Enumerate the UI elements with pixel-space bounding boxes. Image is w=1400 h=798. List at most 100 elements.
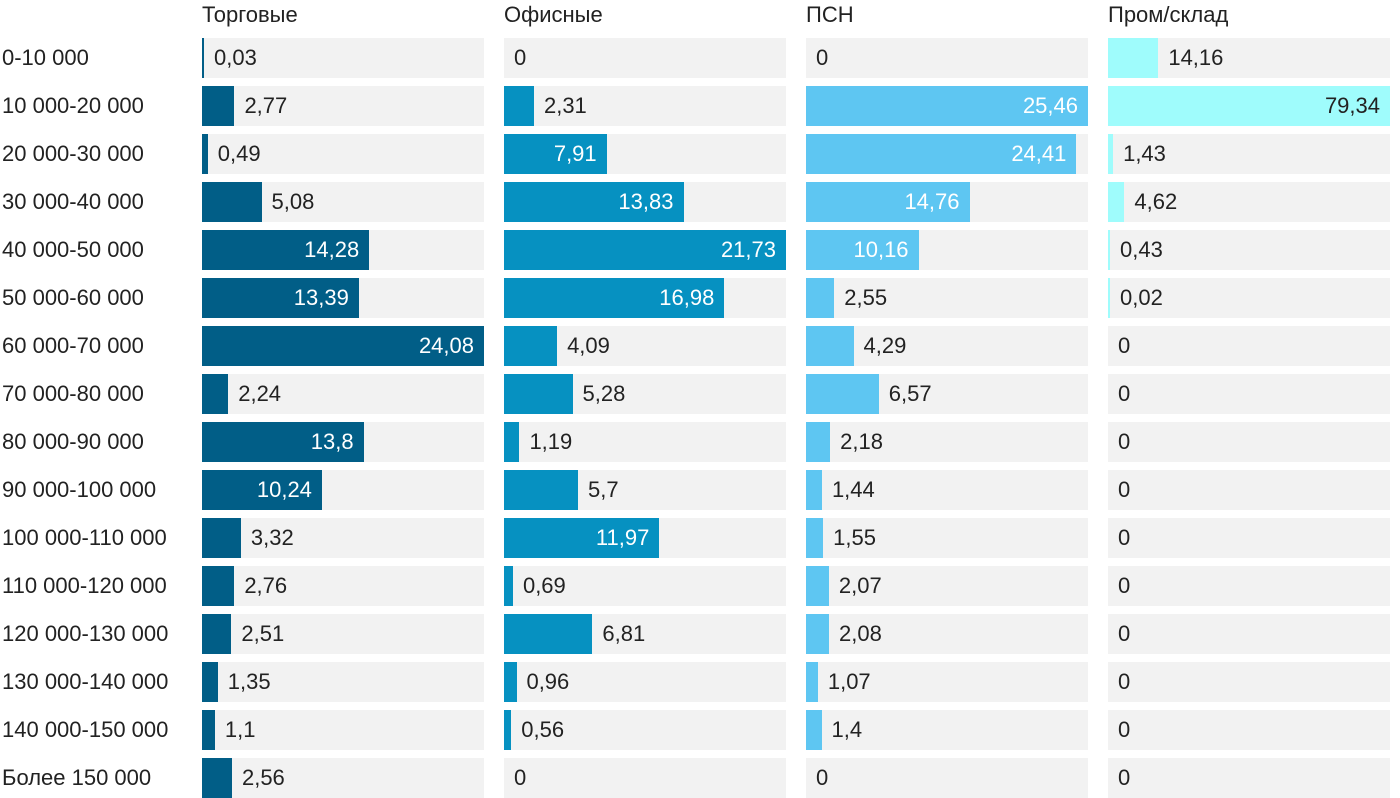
bar [806,326,854,366]
value-label: 10,16 [853,237,909,262]
bar-track: 0 [1108,374,1390,414]
bar-track: 1,07 [806,662,1088,702]
bar-track: 0 [806,38,1088,78]
bar [806,614,829,654]
bar-track: 2,76 [202,566,484,606]
bar-track: 1,55 [806,518,1088,558]
value-label: 0 [1118,765,1131,790]
bar-track: 2,55 [806,278,1088,318]
row-label: 20 000-30 000 [2,141,144,166]
value-label: 24,08 [418,333,474,358]
value-label: 0 [514,45,527,70]
bar-track: 21,73 [504,230,786,270]
value-label: 2,24 [238,381,282,406]
bar-track: 24,41 [806,134,1088,174]
bar [202,182,262,222]
value-label: 0,43 [1120,237,1163,262]
bar [504,566,513,606]
bar-track: 14,16 [1108,38,1390,78]
bar [806,470,822,510]
value-label: 1,35 [227,669,271,694]
bar [806,710,822,750]
series-title: ПСН [806,2,854,27]
row-label: Более 150 000 [2,765,152,790]
value-label: 14,76 [904,189,960,214]
bar-track: 0 [504,38,786,78]
value-label: 3,32 [250,525,294,550]
bar-track: 5,28 [504,374,786,414]
bar-track: 0 [1108,422,1390,462]
bar [504,278,725,318]
bar [504,662,517,702]
bar-track: 25,46 [806,86,1088,126]
bar [1108,182,1125,222]
row-label: 90 000-100 000 [2,477,157,502]
value-label: 1,43 [1123,141,1166,166]
value-label: 0,49 [217,141,261,166]
value-label: 1,44 [831,477,875,502]
value-label: 0 [514,765,527,790]
bar [202,614,232,654]
bar-track: 2,51 [202,614,484,654]
value-label: 2,18 [840,429,883,454]
bar-track: 14,28 [202,230,484,270]
row-label: 60 000-70 000 [2,333,144,358]
bar [504,710,512,750]
bar-track: 1,4 [806,710,1088,750]
bar [806,230,919,270]
value-label: 5,7 [587,477,619,502]
row-label: 80 000-90 000 [2,429,144,454]
bar [202,710,215,750]
series-title: Офисные [504,2,603,27]
value-label: 0 [816,765,829,790]
value-label: 21,73 [720,237,776,262]
bar-track: 13,8 [202,422,484,462]
bar-track: 0 [1108,710,1390,750]
bar-track: 1,44 [806,470,1088,510]
bar [504,134,607,174]
row-label: 50 000-60 000 [2,285,144,310]
bar-track: 3,32 [202,518,484,558]
bar [1108,230,1110,270]
bar-track: 5,08 [202,182,484,222]
bar [202,470,322,510]
bar [1108,38,1159,78]
bar-track: 0,49 [202,134,484,174]
bar-track: 1,1 [202,710,484,750]
bar [806,422,831,462]
row-label: 120 000-130 000 [2,621,169,646]
bar-track: 24,08 [202,326,484,366]
value-label: 10,24 [256,477,312,502]
value-label: 14,16 [1168,45,1224,70]
value-label: 1,19 [529,429,573,454]
value-label: 13,8 [310,429,354,454]
series-title: Торговые [202,2,298,27]
value-label: 1,4 [831,717,863,742]
row-label: 100 000-110 000 [2,525,167,550]
bar-track: 13,39 [202,278,484,318]
bar-track: 5,7 [504,470,786,510]
row-label: 0-10 000 [2,45,89,70]
bar-track: 10,24 [202,470,484,510]
bar [202,134,208,174]
bar-track: 0 [1108,566,1390,606]
bar [1108,278,1110,318]
value-label: 2,56 [241,765,285,790]
bar-track: 0,03 [202,38,484,78]
value-label: 13,83 [618,189,674,214]
value-label: 0,56 [521,717,565,742]
bar [202,38,204,78]
bar [806,566,829,606]
value-label: 0 [1118,525,1131,550]
value-label: 2,76 [244,573,288,598]
bar [202,758,232,798]
bar-track: 79,34 [1108,86,1390,126]
bar-track: 7,91 [504,134,786,174]
bar [504,182,684,222]
bar [202,326,484,366]
bar [202,230,370,270]
value-label: 6,57 [888,381,932,406]
bar [202,86,235,126]
bar [1108,134,1114,174]
value-label: 0,69 [522,573,566,598]
